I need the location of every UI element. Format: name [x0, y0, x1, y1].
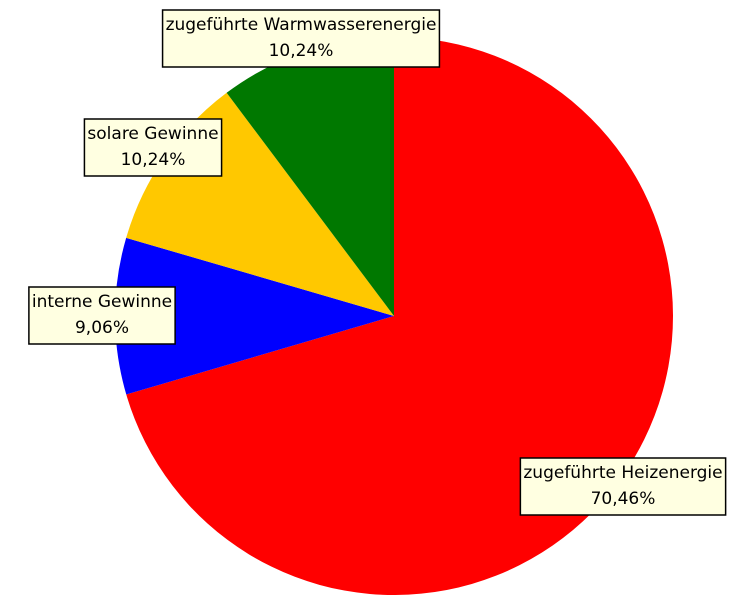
slice-value-label: 9,06%	[75, 318, 129, 338]
slice-value-label: 10,24%	[269, 41, 334, 61]
label-box	[519, 457, 727, 516]
label-box	[28, 286, 176, 345]
label-box	[83, 118, 223, 177]
pie-slice	[226, 37, 394, 316]
pie-slice	[126, 37, 673, 596]
slice-label: zugeführte Heizenergie	[523, 463, 722, 483]
slice-label: interne Gewinne	[32, 292, 172, 312]
slice-value-label: 10,24%	[121, 150, 186, 170]
pie-slice	[114, 237, 394, 395]
slice-label: zugeführte Warmwasserenergie	[166, 15, 437, 35]
slice-label: solare Gewinne	[87, 124, 218, 144]
label-box	[161, 9, 441, 68]
slice-value-label: 70,46%	[591, 489, 656, 509]
